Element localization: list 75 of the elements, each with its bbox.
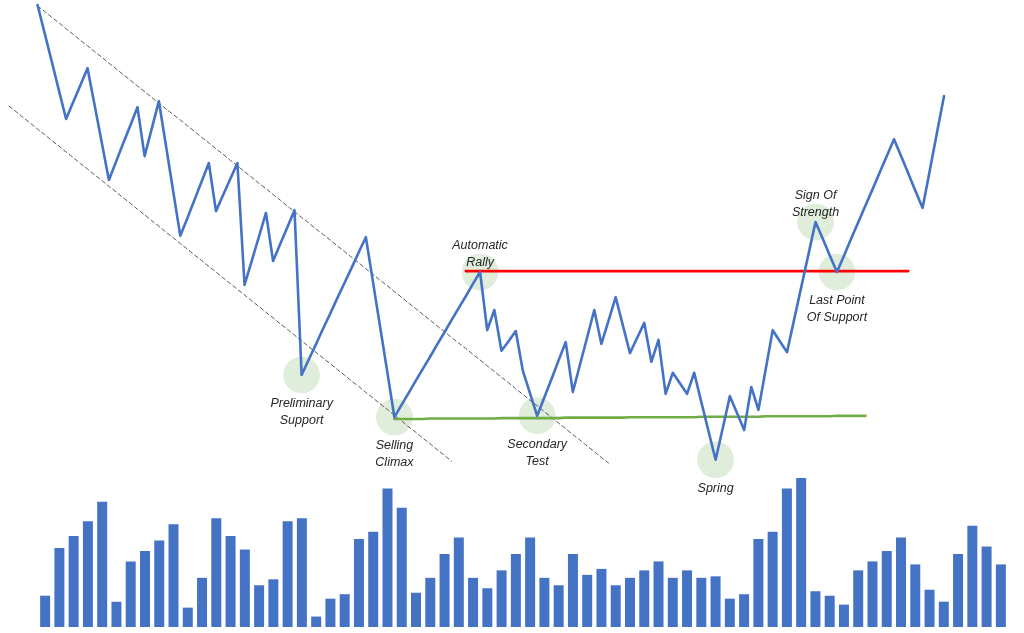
bar [553, 585, 564, 627]
bar [282, 521, 293, 627]
bar [981, 546, 992, 627]
bar [154, 540, 165, 627]
bar [610, 585, 621, 627]
bar [582, 574, 593, 627]
annotation: Sign Of Strength [791, 188, 840, 220]
bar [967, 525, 978, 627]
bar [924, 589, 935, 627]
bar [624, 577, 635, 627]
bar [896, 537, 907, 627]
bar [97, 501, 108, 627]
bar [82, 521, 93, 627]
bar [68, 536, 79, 627]
bar [881, 551, 892, 627]
bar [525, 537, 536, 627]
bar [596, 568, 607, 627]
bar [910, 564, 921, 627]
bar [325, 598, 336, 627]
bar [197, 577, 208, 627]
bar [40, 595, 51, 627]
bar [938, 601, 949, 627]
bar [853, 570, 864, 627]
bar [753, 539, 764, 627]
bar [739, 594, 750, 627]
bar [182, 607, 193, 627]
bar [453, 537, 464, 627]
bar [296, 518, 307, 627]
bar [767, 531, 778, 627]
bar [468, 577, 479, 627]
bar [254, 585, 265, 627]
bar [539, 577, 550, 627]
annotation: Secondary Test [507, 436, 568, 468]
bar [995, 564, 1006, 627]
bar [339, 594, 350, 627]
annotation: Last Point Of Support [806, 293, 868, 325]
bar [225, 536, 236, 627]
bar [781, 488, 792, 627]
annotation: Selling Climax [375, 438, 415, 470]
bar [796, 478, 807, 627]
bar [139, 551, 150, 627]
annotation: Spring [697, 480, 734, 495]
annotation: Preliminary Support [270, 396, 334, 428]
bar [211, 518, 222, 627]
bar [724, 598, 735, 627]
bar [710, 576, 721, 627]
bar [567, 553, 578, 627]
bar [396, 507, 407, 627]
bar [838, 604, 849, 627]
bar [667, 577, 678, 627]
bar [439, 553, 450, 627]
bar [867, 561, 878, 627]
bar [368, 531, 379, 627]
bar [54, 548, 65, 627]
bar [510, 553, 521, 627]
annotation: Automatic Rally [451, 238, 509, 270]
bar [353, 539, 364, 627]
bar [125, 561, 136, 627]
bar [824, 595, 835, 627]
bar [639, 570, 650, 627]
bar [953, 553, 964, 627]
bar [496, 570, 507, 627]
bar [810, 591, 821, 627]
bar [311, 616, 322, 627]
bar [696, 577, 707, 627]
bar [239, 549, 250, 627]
bar [168, 524, 179, 627]
bar [382, 488, 393, 627]
bar [682, 570, 693, 627]
bar [111, 601, 122, 627]
bar [482, 588, 493, 627]
bar [653, 561, 664, 627]
bar [268, 579, 279, 627]
bar [411, 592, 422, 627]
bar [425, 577, 436, 627]
